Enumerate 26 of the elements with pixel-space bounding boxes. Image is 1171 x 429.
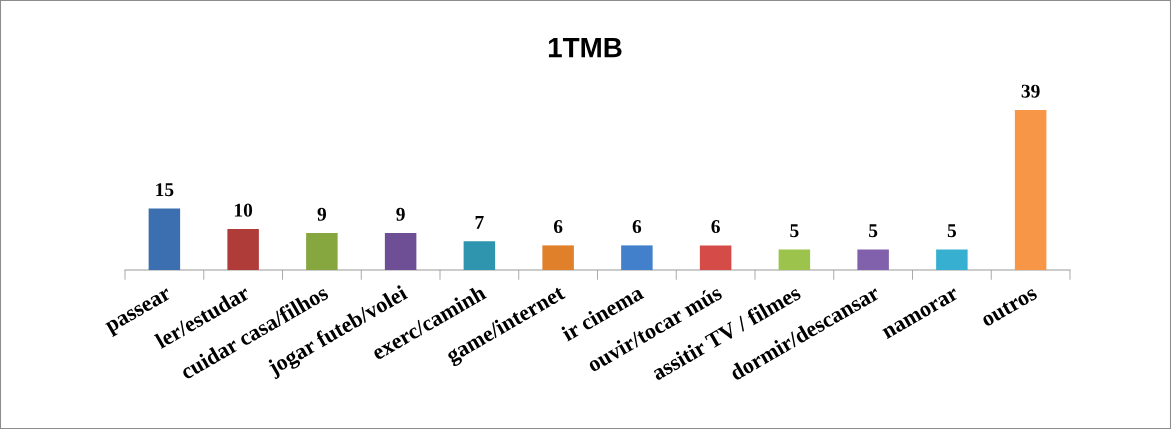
- bar: [542, 245, 574, 270]
- data-label: 9: [317, 207, 327, 221]
- bar: [778, 249, 811, 270]
- data-label: 5: [790, 224, 799, 238]
- data-label: 5: [947, 224, 957, 238]
- bar: [227, 228, 259, 270]
- data-label: 6: [632, 220, 642, 234]
- bar: [621, 245, 653, 270]
- bar: [384, 233, 417, 270]
- bar: [936, 249, 968, 270]
- bar: [148, 208, 181, 270]
- data-label: 9: [396, 207, 405, 221]
- data-label: 15: [156, 183, 174, 197]
- chart-title: 1TMB: [548, 38, 622, 58]
- bar: [857, 249, 889, 270]
- bar: [699, 245, 732, 270]
- data-label: 39: [1021, 84, 1040, 98]
- data-label: 6: [711, 220, 720, 234]
- bar: [463, 241, 496, 270]
- bar: [306, 233, 338, 270]
- data-label: 7: [475, 216, 484, 229]
- data-label: 5: [869, 224, 878, 238]
- data-label: 6: [553, 220, 563, 234]
- data-label: 10: [234, 203, 253, 217]
- bar: [1014, 110, 1047, 270]
- x-tick-label: outros: [980, 286, 1038, 328]
